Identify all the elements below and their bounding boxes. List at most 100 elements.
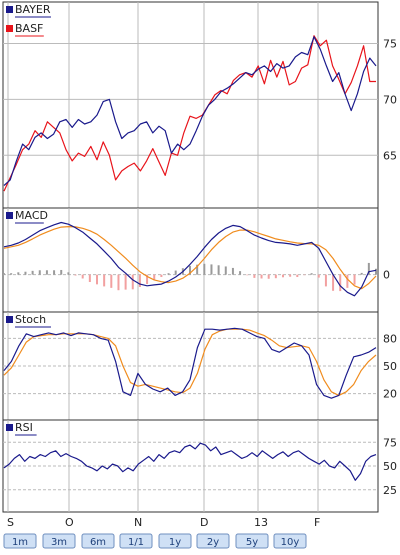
range-button-box (235, 533, 269, 549)
range-button-label: 1y (169, 537, 181, 548)
y-tick-label: 50 (383, 460, 397, 473)
range-button-5y[interactable]: 5y (235, 533, 269, 549)
series-line-bayer (3, 36, 377, 186)
macd-histogram-bar (246, 274, 249, 276)
range-button-box (42, 533, 76, 549)
macd-frame (2, 207, 379, 313)
range-button-label: 6m (90, 537, 106, 548)
macd-histogram-bar (45, 270, 48, 275)
macd-histogram-bar (274, 274, 277, 279)
x-axis: S O N D 13 F (7, 516, 320, 529)
y-tick-label: 80 (383, 332, 397, 345)
macd-histogram-bar (60, 269, 63, 275)
range-button-box (3, 533, 37, 549)
macd-histogram-bar (224, 266, 227, 275)
x-tick-label: D (200, 516, 208, 529)
y-tick-label: 25 (383, 484, 397, 497)
legend-label: BAYER (15, 3, 51, 16)
macd-histogram-bar (31, 270, 34, 275)
macd-histogram-bar (217, 265, 220, 275)
macd-histogram-bar (24, 271, 27, 275)
macd-histogram-bar (360, 272, 363, 275)
legend-label: Stoch (15, 313, 46, 326)
macd-histogram-bar (239, 271, 242, 275)
macd-histogram-bar (375, 268, 377, 275)
macd-histogram-bar (174, 270, 177, 275)
macd-histogram-bar (138, 274, 141, 287)
range-button-label: 2y (207, 537, 219, 548)
macd-histogram-bar (81, 274, 84, 279)
macd-histogram-bar (10, 273, 13, 275)
y-tick-label: 75 (383, 436, 397, 449)
macd-histogram-bar (38, 270, 41, 275)
range-button-box (119, 533, 153, 549)
macd-histogram-bar (146, 274, 149, 285)
macd-histogram-bar (367, 262, 370, 275)
range-button-box (273, 533, 307, 549)
legend-label: BASF (15, 22, 43, 35)
macd-histogram-bar (74, 274, 77, 276)
macd-histogram-bar (53, 270, 56, 275)
y-tick-label: 0 (383, 269, 390, 282)
range-button-6m[interactable]: 6m (81, 533, 115, 549)
macd-histogram-bar (96, 274, 98, 285)
macd-histogram-bar (17, 272, 20, 275)
y-tick-label: 70 (383, 93, 397, 106)
series-line-macd (3, 221, 377, 297)
range-button-3m[interactable]: 3m (42, 533, 76, 549)
macd-histogram-bar (253, 274, 256, 278)
range-button-box (158, 533, 192, 549)
price-panel: 65 70 75 BAYER BASF (2, 1, 397, 209)
macd-histogram-bar (353, 274, 356, 285)
macd-histogram-bar (260, 274, 263, 279)
macd-histogram-bar (324, 274, 327, 287)
range-button-label: 3m (51, 537, 67, 548)
macd-histogram-bar (196, 264, 199, 275)
range-button-label: 1/1 (128, 537, 144, 548)
range-button-1y[interactable]: 1y (158, 533, 192, 549)
macd-histogram-bar (267, 274, 270, 279)
macd-histogram-bar (167, 273, 170, 275)
y-tick-label: 65 (383, 149, 397, 162)
legend-swatch (6, 424, 13, 431)
macd-histogram-bar (303, 274, 306, 276)
macd-histogram-bar (289, 274, 292, 277)
range-button-1-1[interactable]: 1/1 (119, 533, 153, 549)
macd-histogram-bar (346, 274, 349, 288)
range-button-2y[interactable]: 2y (196, 533, 230, 549)
x-tick-label: O (65, 516, 74, 529)
range-button-label: 1m (12, 537, 28, 548)
range-button-label: 5y (246, 537, 258, 548)
range-button-1m[interactable]: 1m (3, 533, 37, 549)
price-frame (2, 1, 379, 209)
macd-histogram-bar (124, 274, 127, 290)
legend-swatch (6, 212, 13, 219)
rsi-panel: 25 50 75 RSI (2, 419, 397, 513)
macd-panel: 0 MACD (2, 207, 390, 313)
series-line-k (3, 327, 377, 399)
macd-histogram-bar (153, 274, 156, 280)
y-tick-label: 50 (383, 360, 397, 373)
series-line-rsi (3, 442, 377, 481)
macd-histogram-bar (203, 263, 206, 275)
macd-histogram-bar (110, 274, 113, 288)
range-button-10y[interactable]: 10y (273, 533, 307, 549)
macd-histogram-bar (339, 274, 342, 292)
series-line-basf (3, 35, 376, 192)
legend-swatch (6, 316, 13, 323)
x-tick-label: N (134, 516, 142, 529)
macd-histogram-bar (3, 273, 5, 275)
range-button-box (196, 533, 230, 549)
macd-histogram-bar (317, 274, 320, 278)
macd-histogram-bar (117, 274, 120, 291)
macd-histogram-bar (210, 264, 213, 275)
stoch-panel: 20 50 80 Stoch (2, 311, 397, 421)
range-button-box (81, 533, 115, 549)
macd-histogram-bar (231, 267, 234, 275)
macd-histogram-bar (160, 274, 163, 278)
macd-histogram-bar (189, 265, 191, 275)
macd-histogram-bar (88, 274, 91, 282)
macd-histogram-bar (332, 274, 335, 291)
macd-histogram-bar (131, 274, 134, 290)
